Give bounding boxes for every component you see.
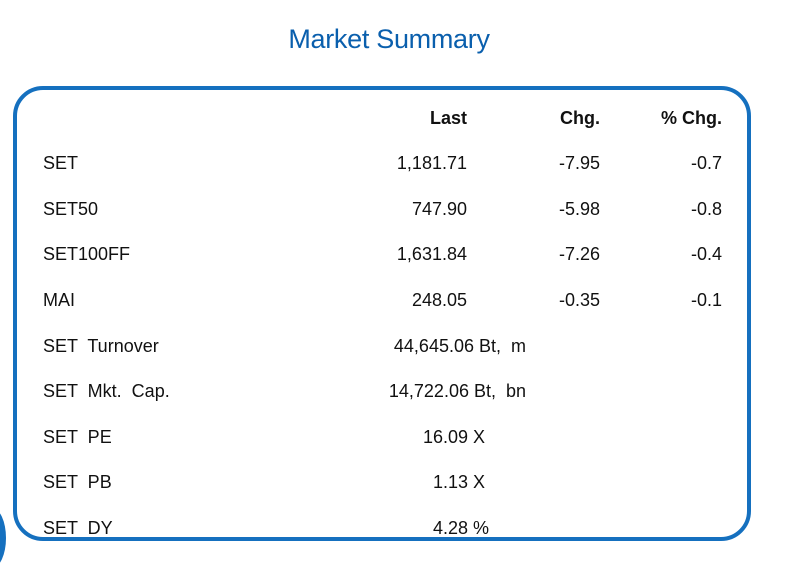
row-label: SET PB — [43, 472, 112, 492]
row-label: SET100FF — [43, 244, 131, 264]
page-title: Market Summary — [288, 24, 490, 54]
column-header-pct-chg: % Chg. — [661, 108, 722, 128]
stat-value: 16.09 X — [422, 427, 485, 447]
pct-chg-value: -0.4 — [690, 244, 722, 264]
row-label: SET — [43, 153, 79, 173]
row-label: SET Turnover — [43, 336, 159, 356]
last-value: 747.90 — [411, 199, 467, 219]
stat-value: 1.13 X — [432, 472, 485, 492]
column-header-chg: Chg. — [560, 108, 600, 128]
row-label: SET Mkt. Cap. — [43, 381, 170, 401]
row-label: SET PE — [43, 427, 112, 447]
last-value: 248.05 — [411, 290, 467, 310]
decorative-shape — [0, 508, 6, 568]
column-header-last: Last — [429, 108, 467, 128]
row-label: SET DY — [43, 518, 113, 538]
row-label: SET50 — [43, 199, 99, 219]
chg-value: -7.95 — [558, 153, 600, 173]
pct-chg-value: -0.8 — [690, 199, 722, 219]
pct-chg-value: -0.7 — [690, 153, 722, 173]
pct-chg-value: -0.1 — [690, 290, 722, 310]
chg-value: -0.35 — [558, 290, 600, 310]
market-summary-panel — [13, 86, 751, 541]
stat-value: 44,645.06 Bt, m — [393, 336, 526, 356]
last-value: 1,181.71 — [396, 153, 467, 173]
chg-value: -7.26 — [558, 244, 600, 264]
last-value: 1,631.84 — [396, 244, 467, 264]
chg-value: -5.98 — [558, 199, 600, 219]
row-label: MAI — [43, 290, 76, 310]
stat-value: 14,722.06 Bt, bn — [388, 381, 526, 401]
stat-value: 4.28 % — [432, 518, 489, 538]
